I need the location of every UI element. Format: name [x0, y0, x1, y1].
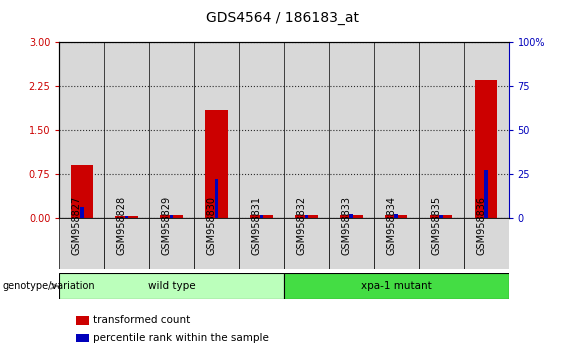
Text: genotype/variation: genotype/variation — [3, 281, 95, 291]
Text: GDS4564 / 186183_at: GDS4564 / 186183_at — [206, 11, 359, 25]
Bar — [76, 334, 89, 342]
Bar — [149, 218, 194, 269]
Bar — [463, 218, 508, 269]
Bar — [419, 218, 463, 269]
Bar — [215, 179, 218, 218]
Bar — [59, 218, 104, 269]
Bar — [76, 316, 89, 325]
Text: percentile rank within the sample: percentile rank within the sample — [93, 333, 269, 343]
Text: GSM958829: GSM958829 — [162, 196, 172, 255]
Bar — [340, 215, 363, 218]
Text: GSM958835: GSM958835 — [431, 196, 441, 255]
Bar — [260, 215, 263, 218]
Text: wild type: wild type — [148, 281, 195, 291]
Bar — [295, 215, 318, 218]
Bar — [71, 165, 93, 218]
Text: transformed count: transformed count — [93, 315, 190, 325]
Bar — [305, 215, 308, 218]
Text: GSM958831: GSM958831 — [251, 196, 262, 255]
Bar — [350, 214, 353, 218]
Bar — [250, 215, 273, 218]
Bar — [284, 218, 329, 269]
Text: GSM958836: GSM958836 — [476, 196, 486, 255]
Text: GSM958830: GSM958830 — [207, 196, 216, 255]
Text: GSM958833: GSM958833 — [341, 196, 351, 255]
Text: xpa-1 mutant: xpa-1 mutant — [361, 281, 432, 291]
Bar — [284, 273, 508, 299]
Bar — [430, 215, 453, 218]
Bar — [160, 215, 183, 218]
Bar — [205, 110, 228, 218]
Bar — [104, 218, 149, 269]
Bar — [125, 216, 128, 218]
Text: GSM958834: GSM958834 — [386, 196, 396, 255]
Bar — [374, 218, 419, 269]
Bar — [115, 216, 138, 218]
Bar — [394, 214, 398, 218]
Bar — [440, 215, 443, 218]
Bar — [59, 273, 284, 299]
Bar — [484, 170, 488, 218]
Bar — [80, 207, 84, 218]
Bar — [475, 80, 497, 218]
Bar — [170, 215, 173, 218]
Bar — [239, 218, 284, 269]
Bar — [385, 215, 407, 218]
Text: GSM958827: GSM958827 — [72, 196, 82, 255]
Text: GSM958828: GSM958828 — [117, 196, 127, 255]
Text: GSM958832: GSM958832 — [297, 196, 306, 255]
Bar — [194, 218, 239, 269]
Bar — [329, 218, 374, 269]
